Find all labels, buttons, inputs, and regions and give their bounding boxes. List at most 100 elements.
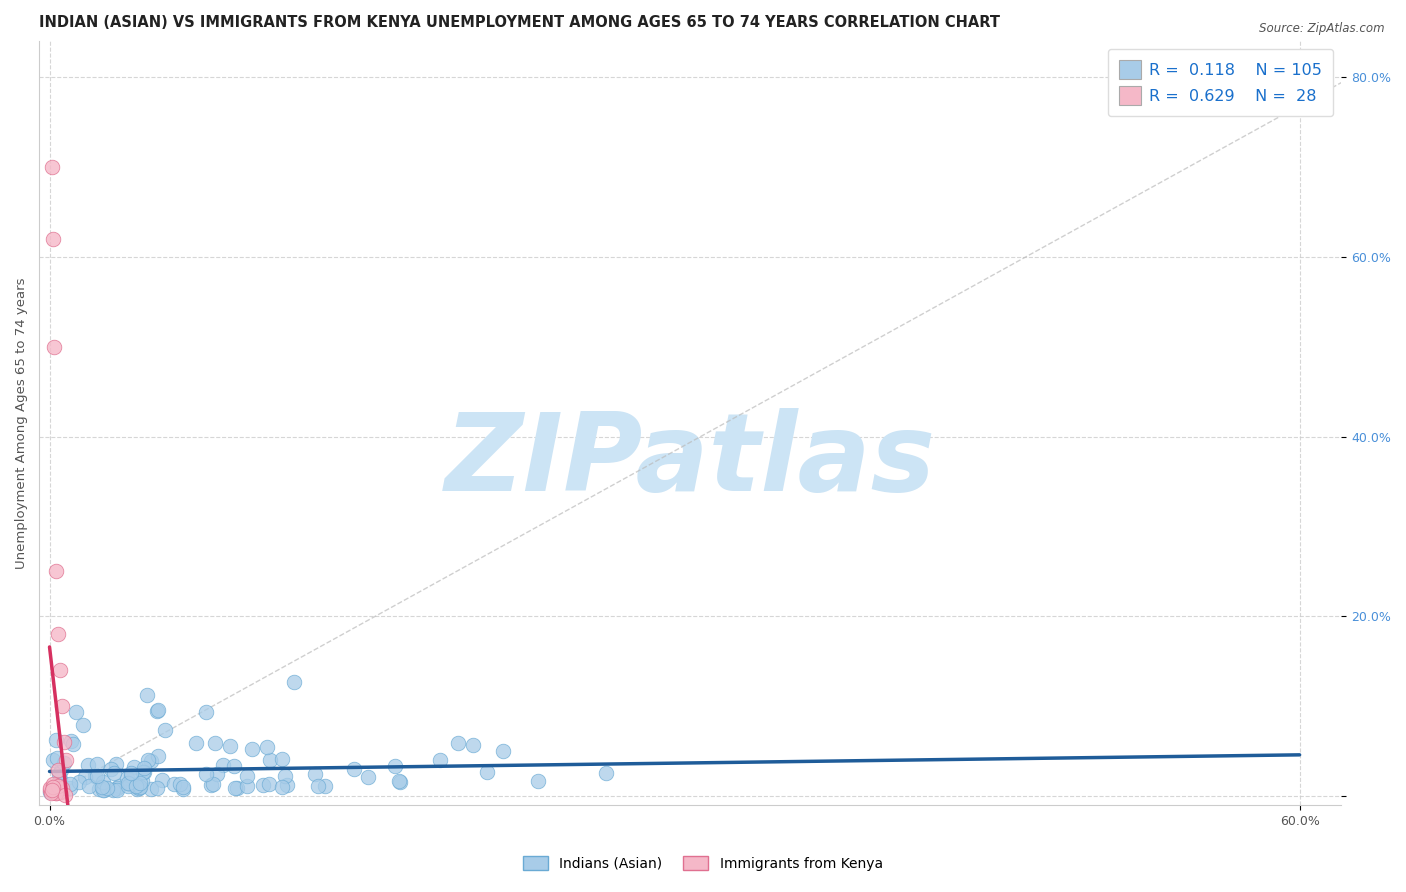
Point (46, 763, 69, 777)
Point (202, 777, 225, 791)
Point (146, 749, 169, 764)
Point (429, 753, 451, 767)
Point (172, 780, 194, 794)
Point (134, 765, 156, 780)
Point (84, 769, 107, 783)
Point (105, 782, 128, 797)
Point (93, 783, 115, 797)
Point (117, 779, 139, 793)
Point (224, 781, 246, 796)
Point (49, 782, 72, 797)
Point (235, 779, 257, 793)
Point (314, 780, 336, 794)
Point (46, 751, 69, 765)
Point (107, 780, 129, 795)
Point (155, 723, 177, 737)
Point (283, 674, 305, 689)
Point (49, 663, 72, 677)
Point (357, 770, 380, 784)
Point (273, 769, 295, 783)
Point (388, 773, 411, 788)
Point (252, 778, 274, 792)
Point (139, 782, 162, 797)
Point (100, 762, 122, 776)
Point (62, 737, 84, 751)
Point (186, 736, 208, 750)
Point (240, 742, 263, 756)
Point (46, 627, 69, 641)
Point (49, 779, 72, 793)
Point (65, 705, 87, 719)
Point (304, 767, 326, 781)
Point (96, 780, 118, 795)
Point (162, 777, 184, 791)
Point (48, 784, 70, 798)
Point (59, 734, 82, 748)
Point (52, 756, 75, 770)
Point (271, 780, 294, 794)
Point (276, 779, 298, 793)
Legend: R =  0.118    N = 105, R =  0.629    N =  28: R = 0.118 N = 105, R = 0.629 N = 28 (1108, 49, 1333, 116)
Point (53, 788, 76, 802)
Point (41, 783, 63, 797)
Point (45, 565, 67, 579)
Point (39, 786, 62, 800)
Point (146, 704, 169, 718)
Point (595, 766, 617, 780)
Point (307, 779, 329, 793)
Point (270, 752, 292, 766)
Point (38, 780, 60, 795)
Y-axis label: Unemployment Among Ages 65 to 74 years: Unemployment Among Ages 65 to 74 years (15, 277, 28, 569)
Point (205, 766, 228, 780)
Point (128, 780, 150, 795)
Point (51, 699, 73, 714)
Point (45, 778, 67, 792)
Point (218, 739, 240, 754)
Point (59, 781, 82, 796)
Point (150, 772, 173, 787)
Point (72, 718, 94, 732)
Point (146, 780, 169, 795)
Point (86, 769, 108, 783)
Point (139, 755, 162, 769)
Point (132, 765, 155, 780)
Point (135, 688, 157, 702)
Point (389, 774, 412, 789)
Point (42, 780, 65, 795)
Point (447, 736, 470, 750)
Point (527, 774, 550, 789)
Point (257, 777, 280, 791)
Point (42, 340, 65, 354)
Point (41, 232, 63, 246)
Point (115, 772, 138, 786)
Point (195, 767, 218, 781)
Point (194, 706, 217, 720)
Point (44, 785, 66, 799)
Point (117, 775, 139, 789)
Point (118, 777, 141, 791)
Point (169, 777, 191, 791)
Point (256, 740, 278, 755)
Point (59, 777, 82, 791)
Point (90, 780, 112, 795)
Point (475, 764, 498, 779)
Point (42, 780, 65, 795)
Point (42, 785, 65, 799)
Point (103, 765, 125, 780)
Point (67, 775, 90, 789)
Point (131, 773, 153, 788)
Point (125, 780, 148, 794)
Point (76, 758, 98, 772)
Point (212, 757, 235, 772)
Point (41, 160, 63, 174)
Point (127, 782, 149, 797)
Point (77, 779, 100, 793)
Point (104, 756, 127, 771)
Point (136, 753, 159, 767)
Legend: Indians (Asian), Immigrants from Kenya: Indians (Asian), Immigrants from Kenya (517, 850, 889, 876)
Point (236, 769, 259, 783)
Point (461, 739, 484, 753)
Point (51, 780, 73, 795)
Point (384, 759, 406, 773)
Point (122, 760, 145, 774)
